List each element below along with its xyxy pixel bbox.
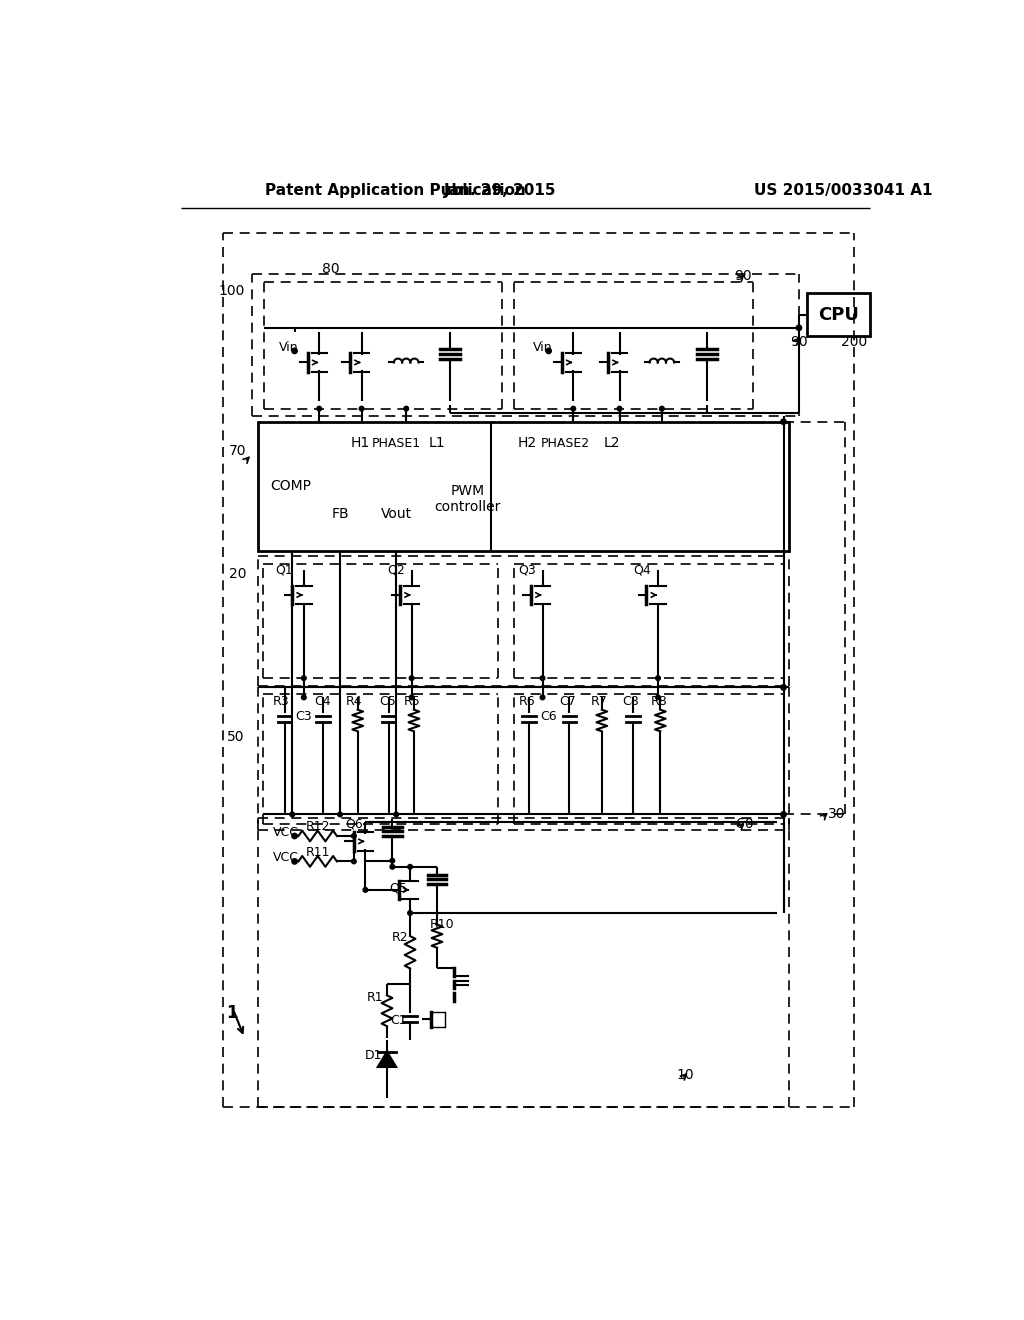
Text: L2: L2 [603, 437, 621, 450]
Circle shape [301, 676, 306, 681]
Circle shape [351, 859, 356, 863]
Circle shape [292, 833, 297, 838]
Circle shape [351, 834, 356, 838]
Text: Jan. 29, 2015: Jan. 29, 2015 [444, 183, 556, 198]
Text: 80: 80 [322, 261, 340, 276]
Circle shape [394, 812, 398, 817]
Text: Q4: Q4 [634, 564, 651, 577]
Text: 90: 90 [791, 335, 808, 348]
Text: VCC: VCC [273, 851, 299, 865]
Circle shape [410, 676, 414, 681]
Text: 1: 1 [226, 1005, 238, 1022]
Text: 50: 50 [227, 730, 245, 744]
Circle shape [390, 858, 394, 863]
Bar [807, 293, 869, 335]
Circle shape [292, 348, 297, 354]
Text: R3: R3 [273, 694, 290, 708]
Text: C8: C8 [622, 694, 639, 708]
Text: CPU: CPU [818, 306, 859, 323]
Circle shape [655, 676, 660, 681]
Text: PWM
controller: PWM controller [434, 483, 501, 513]
Circle shape [617, 407, 622, 411]
Text: C6: C6 [541, 710, 557, 723]
Text: C1: C1 [390, 1014, 407, 1027]
Text: R10: R10 [430, 917, 455, 931]
Circle shape [301, 696, 306, 700]
Text: C7: C7 [559, 694, 577, 708]
Text: Q2: Q2 [387, 564, 406, 577]
Text: H1: H1 [350, 437, 370, 450]
Text: 90: 90 [734, 269, 752, 284]
Text: C4: C4 [313, 694, 331, 708]
Circle shape [408, 911, 413, 915]
Text: R6: R6 [518, 694, 536, 708]
Circle shape [290, 812, 295, 817]
Polygon shape [378, 1052, 396, 1067]
Text: R7: R7 [591, 694, 608, 708]
Text: Vin: Vin [280, 341, 299, 354]
Text: VCC: VCC [273, 825, 299, 838]
Text: 10: 10 [676, 1068, 694, 1081]
Text: C3: C3 [295, 710, 312, 723]
Text: FB: FB [331, 507, 349, 521]
Text: R12: R12 [305, 820, 330, 833]
Text: L1: L1 [429, 437, 445, 450]
Circle shape [546, 348, 551, 354]
Text: Q1: Q1 [275, 564, 294, 577]
Text: C5: C5 [379, 694, 396, 708]
Text: 20: 20 [228, 568, 246, 581]
Circle shape [781, 812, 786, 817]
Circle shape [316, 407, 322, 411]
Text: Vin: Vin [534, 341, 553, 354]
Circle shape [338, 812, 342, 817]
Circle shape [781, 418, 786, 425]
Circle shape [403, 407, 409, 411]
Text: 70: 70 [228, 444, 246, 458]
Text: H2: H2 [517, 437, 537, 450]
Text: R1: R1 [368, 991, 384, 1005]
Text: US 2015/0033041 A1: US 2015/0033041 A1 [755, 183, 933, 198]
Text: PHASE1: PHASE1 [372, 437, 421, 450]
Text: COMP: COMP [270, 479, 311, 492]
Text: Patent Application Publication: Patent Application Publication [265, 183, 526, 198]
Circle shape [408, 865, 413, 869]
Text: PHASE2: PHASE2 [541, 437, 590, 450]
Text: 60: 60 [736, 817, 754, 832]
Text: R11: R11 [305, 846, 330, 859]
Text: 200: 200 [842, 335, 867, 348]
Text: Q5: Q5 [389, 882, 408, 895]
Text: R2: R2 [392, 931, 409, 944]
Circle shape [655, 696, 660, 700]
Circle shape [659, 407, 665, 411]
Circle shape [410, 696, 414, 700]
Circle shape [541, 696, 545, 700]
Bar [258, 422, 788, 552]
Circle shape [364, 887, 368, 892]
Text: Q6: Q6 [345, 818, 362, 832]
Text: R8: R8 [650, 694, 667, 708]
Circle shape [292, 859, 297, 865]
Circle shape [781, 685, 786, 690]
Text: 100: 100 [218, 284, 245, 298]
Circle shape [390, 865, 394, 869]
Circle shape [797, 325, 802, 330]
Circle shape [571, 407, 575, 411]
Text: Q3: Q3 [518, 564, 536, 577]
Text: 30: 30 [828, 808, 846, 821]
Text: R5: R5 [403, 694, 421, 708]
Text: D1: D1 [365, 1049, 382, 1063]
Text: R4: R4 [346, 694, 362, 708]
Circle shape [359, 407, 364, 411]
Circle shape [541, 676, 545, 681]
Text: Vout: Vout [381, 507, 412, 521]
